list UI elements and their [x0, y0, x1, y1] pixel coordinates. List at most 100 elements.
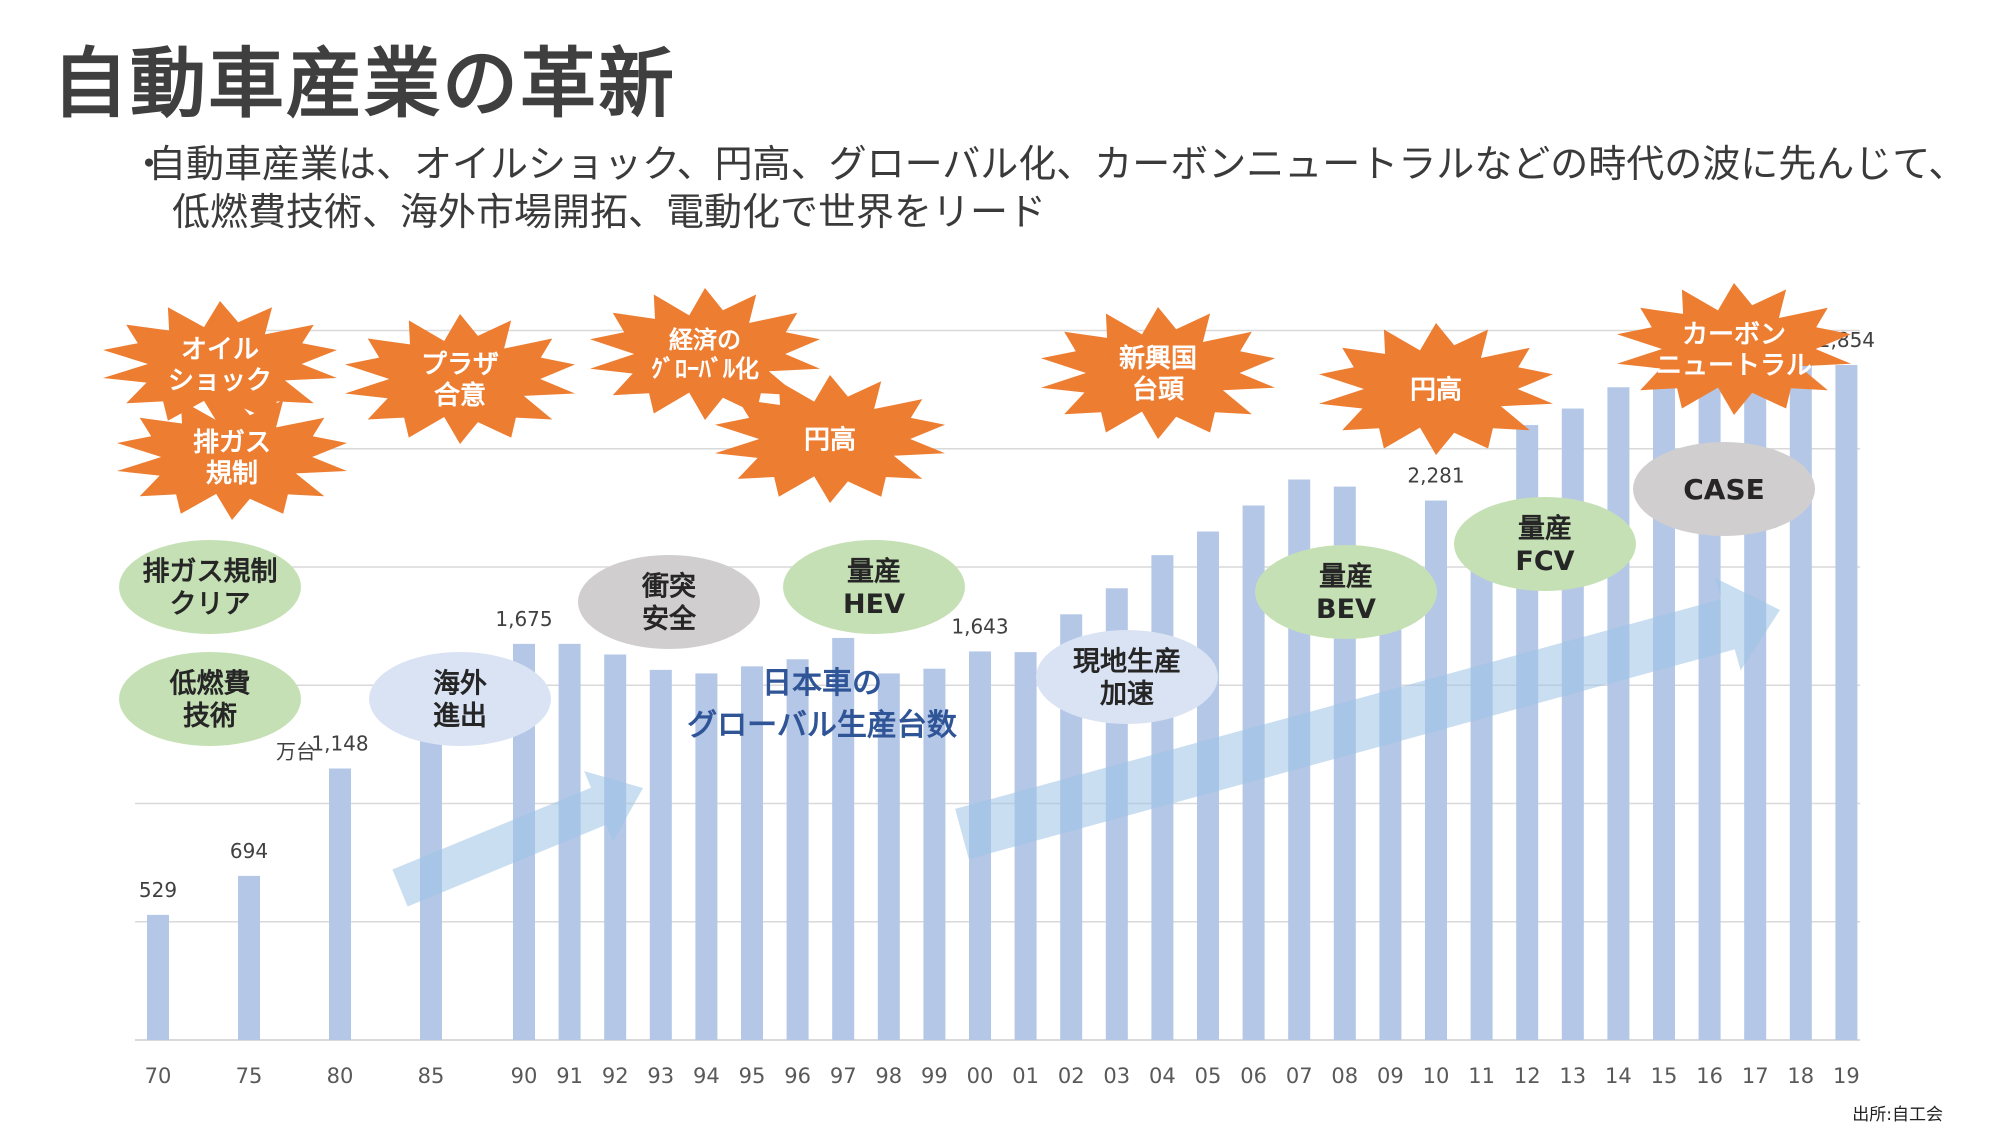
x-tick-05: 05 — [1195, 1064, 1222, 1088]
bar-98 — [877, 673, 900, 1040]
x-tick-17: 17 — [1742, 1064, 1769, 1088]
tech-badge-4-text-2: BEV — [1316, 594, 1376, 625]
tech-badge-3-text-2: HEV — [843, 589, 905, 620]
bar-95 — [741, 666, 763, 1040]
tech-badge-2 — [119, 652, 301, 746]
event-burst-8-text-1: カーボン — [1682, 320, 1786, 350]
bar-99 — [923, 668, 946, 1040]
x-tick-09: 09 — [1377, 1064, 1404, 1088]
x-tick-80: 80 — [327, 1064, 354, 1088]
data-label-70: 529 — [139, 878, 177, 902]
description: ・ 自動車産業は、オイルショック、円高、グローバル化、カーボンニュートラルなどの… — [130, 140, 1967, 236]
event-burst-4-text-2: ｸﾞﾛｰﾊﾞﾙ化 — [651, 355, 759, 383]
bar-94 — [695, 673, 718, 1040]
x-tick-70: 70 — [145, 1064, 172, 1088]
description-line-1: 自動車産業は、オイルショック、円高、グローバル化、カーボンニュートラルなどの時代… — [148, 142, 1967, 186]
x-tick-92: 92 — [602, 1064, 629, 1088]
bar-14 — [1607, 387, 1630, 1040]
x-tick-93: 93 — [647, 1064, 674, 1088]
tech-badge-4 — [1255, 545, 1437, 639]
bar-17 — [1744, 332, 1767, 1040]
tech-badge-3 — [783, 540, 965, 634]
safety-badge-1-text-2: 安全 — [642, 603, 697, 635]
x-tick-02: 02 — [1058, 1064, 1085, 1088]
tech-badge-1-text-2: クリア — [170, 589, 251, 620]
bar-09 — [1379, 607, 1402, 1040]
event-burst-1 — [103, 301, 337, 427]
x-tick-97: 97 — [830, 1064, 857, 1088]
event-burst-8-text-2: ニュートラル — [1656, 351, 1812, 381]
bar-01 — [1014, 652, 1037, 1040]
safety-badge-1-text-1: 衝突 — [641, 571, 696, 603]
event-burst-1-text-1: オイル — [181, 335, 259, 365]
bar-10 — [1425, 500, 1447, 1041]
series-label-2: グローバル生産台数 — [687, 708, 958, 743]
event-burst-4-text-1: 経済の — [669, 326, 741, 354]
event-burst-6 — [1041, 307, 1275, 439]
x-tick-00: 00 — [967, 1064, 994, 1088]
bar-18 — [1789, 325, 1812, 1040]
x-tick-03: 03 — [1103, 1064, 1130, 1088]
market-badge-1 — [369, 652, 551, 746]
event-burst-2-text-2: 規制 — [206, 459, 258, 489]
tech-badge-1-text-1: 排ガス規制 — [143, 557, 278, 588]
tech-badge-5-text-1: 量産 — [1518, 513, 1572, 545]
event-burst-5-text-1: 円高 — [804, 424, 856, 455]
x-tick-11: 11 — [1468, 1064, 1495, 1088]
tech-badge-1 — [119, 540, 301, 634]
data-label-75: 694 — [230, 839, 268, 863]
bar-70 — [147, 914, 169, 1040]
event-burst-3-text-2: 合意 — [434, 380, 486, 411]
x-tick-96: 96 — [784, 1064, 811, 1088]
x-tick-01: 01 — [1012, 1064, 1039, 1088]
series-label-1: 日本車の — [762, 666, 882, 701]
x-tick-12: 12 — [1514, 1064, 1541, 1088]
event-burst-8 — [1617, 283, 1851, 415]
x-tick-13: 13 — [1559, 1064, 1586, 1088]
x-tick-06: 06 — [1240, 1064, 1267, 1088]
data-label-80: 1,148 — [311, 731, 368, 755]
bar-75 — [238, 875, 260, 1040]
tech-badge-3-text-1: 量産 — [847, 556, 901, 588]
event-burst-2 — [117, 394, 347, 520]
page-title: 自動車産業の革新 — [52, 39, 676, 128]
x-tick-85: 85 — [418, 1064, 445, 1088]
tech-badge-2-text-1: 低燃費 — [169, 669, 251, 700]
x-tick-95: 95 — [739, 1064, 766, 1088]
bar-91 — [558, 643, 581, 1040]
growth-arrow-2 — [955, 577, 1780, 860]
data-label-00: 1,643 — [951, 614, 1008, 638]
safety-badge-1 — [578, 555, 760, 649]
bar-80 — [329, 768, 351, 1040]
tech-badge-2-text-2: 技術 — [183, 701, 237, 732]
market-badge-2-text-1: 現地生産 — [1073, 646, 1181, 678]
market-badge-2-text-2: 加速 — [1100, 679, 1154, 710]
description-line-2: 低燃費技術、海外市場開拓、電動化で世界をリード — [172, 190, 1047, 234]
tech-badge-5-text-2: FCV — [1515, 546, 1574, 577]
event-burst-5 — [715, 375, 945, 503]
x-tick-99: 99 — [921, 1064, 948, 1088]
x-tick-15: 15 — [1651, 1064, 1678, 1088]
x-tick-98: 98 — [875, 1064, 902, 1088]
x-tick-14: 14 — [1605, 1064, 1632, 1088]
bar-15 — [1653, 384, 1675, 1040]
x-tick-91: 91 — [556, 1064, 583, 1088]
tech-badge-4-text-1: 量産 — [1319, 561, 1373, 593]
bar-93 — [649, 669, 672, 1040]
event-burst-1-text-2: ショック — [168, 366, 272, 396]
growth-arrow-1 — [392, 771, 643, 907]
x-tick-90: 90 — [511, 1064, 538, 1088]
case-badge — [1633, 442, 1815, 536]
data-label-90: 1,675 — [495, 607, 552, 631]
x-tick-19: 19 — [1833, 1064, 1860, 1088]
x-tick-08: 08 — [1331, 1064, 1358, 1088]
bar-96 — [786, 659, 809, 1040]
unit-label: 万台 — [276, 739, 316, 763]
bar-92 — [604, 654, 627, 1040]
case-badge-text-1: CASE — [1683, 473, 1765, 506]
market-badge-1-text-2: 進出 — [433, 701, 487, 732]
event-burst-6-text-2: 台頭 — [1132, 374, 1185, 405]
event-burst-3 — [345, 314, 575, 444]
x-tick-75: 75 — [236, 1064, 263, 1088]
